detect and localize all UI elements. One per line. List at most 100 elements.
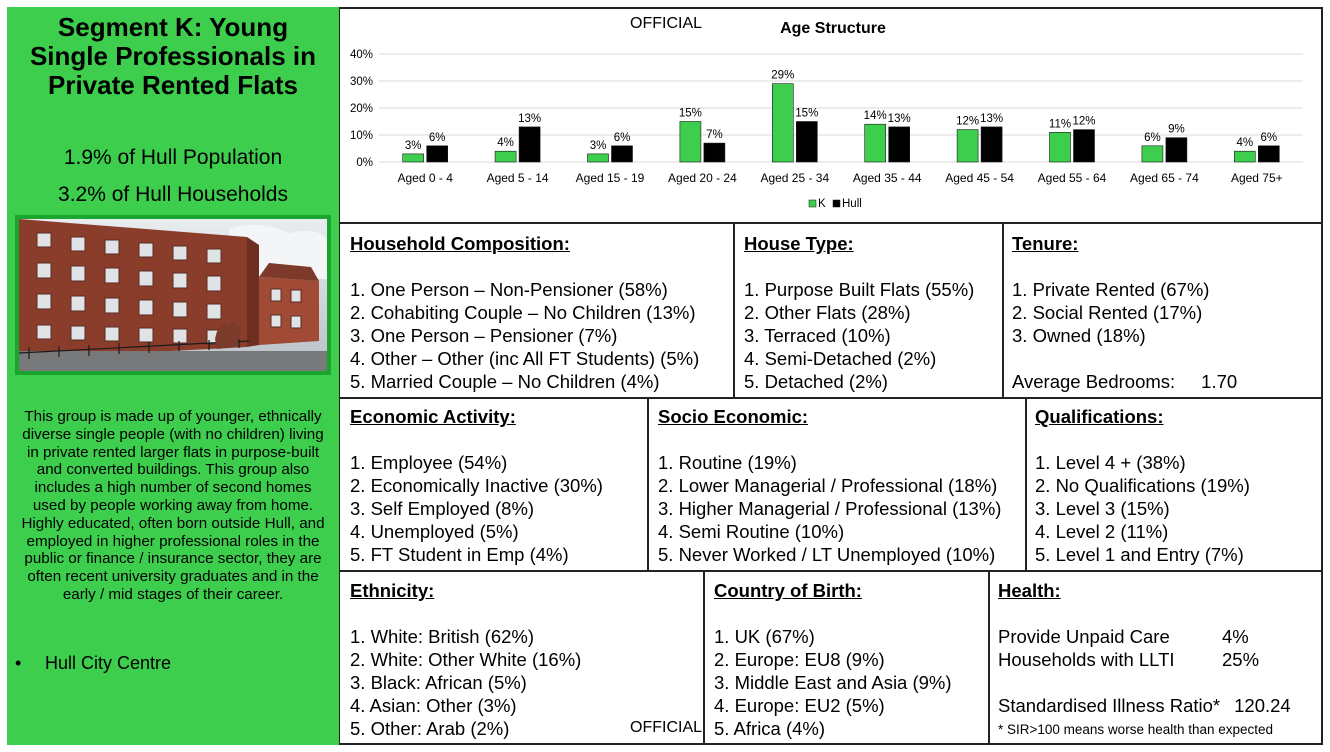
- bar-k: [679, 121, 702, 163]
- list-item: 3. Level 3 (15%): [1035, 498, 1170, 519]
- bar-hull: [703, 142, 726, 163]
- llti-row: Households with LLTI 25%: [998, 648, 1318, 671]
- list-item: 1. Level 4 + (38%): [1035, 452, 1186, 473]
- list-item: 5. Detached (2%): [744, 371, 888, 392]
- ethnicity-panel: Ethnicity: 1. White: British (62%) 2. Wh…: [350, 579, 581, 740]
- data-label: 9%: [1168, 124, 1185, 136]
- data-label: 11%: [1049, 118, 1071, 130]
- data-label: 15%: [679, 108, 702, 120]
- list-item: 2. White: Other White (16%): [350, 649, 582, 670]
- data-label: 6%: [429, 132, 446, 144]
- chart-title: Age Structure: [780, 20, 886, 37]
- x-tick-label: Aged 0 - 4: [398, 171, 454, 185]
- list-item: 3. Middle East and Asia (9%): [714, 672, 952, 693]
- average-bedrooms-value: 1.70: [1201, 371, 1238, 392]
- country-of-birth-panel: Country of Birth: 1. UK (67%) 2. Europe:…: [714, 579, 952, 740]
- location-label: Hull City Centre: [45, 653, 172, 673]
- data-label: 6%: [614, 132, 631, 144]
- bar-hull: [1257, 145, 1280, 163]
- data-label: 7%: [706, 129, 723, 141]
- list-item: 5. FT Student in Emp (4%): [350, 544, 569, 565]
- illness-ratio-label: Standardised Illness Ratio*: [998, 695, 1221, 716]
- divider-chart: [339, 222, 1323, 224]
- average-bedrooms: Average Bedrooms: 1.70: [1012, 371, 1237, 393]
- household-composition-panel: Household Composition: 1. One Person – N…: [350, 232, 699, 393]
- list-item: 4. Semi Routine (10%): [658, 521, 845, 542]
- economic-activity-panel: Economic Activity: 1. Employee (54%) 2. …: [350, 405, 603, 566]
- profile-frame: [339, 7, 1323, 745]
- bar-k: [402, 153, 425, 163]
- household-share: 3.2% of Hull Households: [58, 183, 288, 206]
- official-marking-bottom: OFFICIAL: [630, 719, 703, 736]
- qualifications-panel: Qualifications: 1. Level 4 + (38%) 2. No…: [1035, 405, 1250, 566]
- list-item: 4. Asian: Other (3%): [350, 695, 517, 716]
- household-composition-heading: Household Composition:: [350, 233, 570, 254]
- divider-row2: [339, 570, 1323, 572]
- bar-k: [771, 83, 794, 163]
- data-label: 6%: [1144, 132, 1161, 144]
- list-item: 5. Never Worked / LT Unemployed (10%): [658, 544, 996, 565]
- divider-row1: [339, 397, 1323, 399]
- list-item: 3. Higher Managerial / Professional (13%…: [658, 498, 1002, 519]
- unpaid-care-value: 4%: [1222, 626, 1249, 647]
- data-label: 12%: [1072, 116, 1095, 128]
- divider-col-r3a: [703, 570, 705, 745]
- bar-k: [1233, 150, 1256, 163]
- health-panel: Health: Provide Unpaid Care 4% Households…: [998, 579, 1318, 671]
- divider-col-r1b: [1002, 222, 1004, 398]
- data-label: 4%: [1236, 137, 1253, 149]
- bar-hull: [611, 145, 633, 163]
- list-item: 5. Married Couple – No Children (4%): [350, 371, 660, 392]
- data-label: 12%: [956, 116, 979, 128]
- official-marking-top: OFFICIAL: [630, 15, 703, 32]
- list-item: 4. Semi-Detached (2%): [744, 348, 937, 369]
- list-item: 2. Lower Managerial / Professional (18%): [658, 475, 998, 496]
- bar-hull: [426, 145, 448, 163]
- llti-value: 25%: [1222, 649, 1260, 670]
- list-item: 3. Owned (18%): [1012, 325, 1146, 346]
- divider-col-r3b: [988, 570, 990, 745]
- bullet-marker: •: [15, 653, 22, 673]
- list-item: 2. Social Rented (17%): [1012, 302, 1203, 323]
- list-item: 3. Terraced (10%): [744, 325, 891, 346]
- x-tick-label: Aged 20 - 24: [668, 171, 737, 185]
- house-type-heading: House Type:: [744, 233, 854, 254]
- socio-economic-heading: Socio Economic:: [658, 406, 809, 427]
- x-tick-label: Aged 65 - 74: [1130, 171, 1199, 185]
- legend-swatch: [808, 199, 817, 208]
- bar-hull: [980, 126, 1003, 163]
- data-label: 6%: [1260, 132, 1277, 144]
- population-share: 1.9% of Hull Population: [63, 146, 283, 169]
- y-tick-label: 40%: [350, 49, 373, 61]
- x-tick-label: Aged 15 - 19: [576, 171, 645, 185]
- unpaid-care-row: Provide Unpaid Care 4%: [998, 625, 1318, 648]
- x-tick-label: Aged 5 - 14: [487, 171, 549, 185]
- ethnicity-heading: Ethnicity:: [350, 580, 435, 601]
- house-type-panel: House Type: 1. Purpose Built Flats (55%)…: [744, 232, 974, 393]
- bar-k: [1141, 145, 1164, 163]
- bar-k: [1049, 132, 1071, 163]
- list-item: 1. Routine (19%): [658, 452, 797, 473]
- y-tick-label: 10%: [350, 130, 373, 142]
- qualifications-heading: Qualifications:: [1035, 406, 1164, 427]
- list-item: 5. Level 1 and Entry (7%): [1035, 544, 1244, 565]
- bar-hull: [1165, 137, 1188, 163]
- list-item: 4. Europe: EU2 (5%): [714, 695, 885, 716]
- bar-k: [587, 153, 609, 163]
- list-item: 1. One Person – Non-Pensioner (58%): [350, 279, 668, 300]
- data-label: 14%: [864, 110, 887, 122]
- bar-k: [864, 123, 887, 163]
- tenure-panel: Tenure: 1. Private Rented (67%) 2. Socia…: [1012, 232, 1209, 347]
- y-tick-label: 20%: [350, 103, 373, 115]
- list-item: 2. Economically Inactive (30%): [350, 475, 603, 496]
- list-item: 4. Other – Other (inc All FT Students) (…: [350, 348, 700, 369]
- list-item: 3. Self Employed (8%): [350, 498, 535, 519]
- x-tick-label: Aged 45 - 54: [945, 171, 1014, 185]
- divider-col-r2b: [1025, 397, 1027, 572]
- health-heading: Health:: [998, 580, 1061, 601]
- data-label: 29%: [771, 70, 794, 82]
- economic-activity-heading: Economic Activity:: [350, 406, 516, 427]
- data-label: 13%: [518, 113, 541, 125]
- list-item: 3. Black: African (5%): [350, 672, 527, 693]
- list-item: 2. Europe: EU8 (9%): [714, 649, 885, 670]
